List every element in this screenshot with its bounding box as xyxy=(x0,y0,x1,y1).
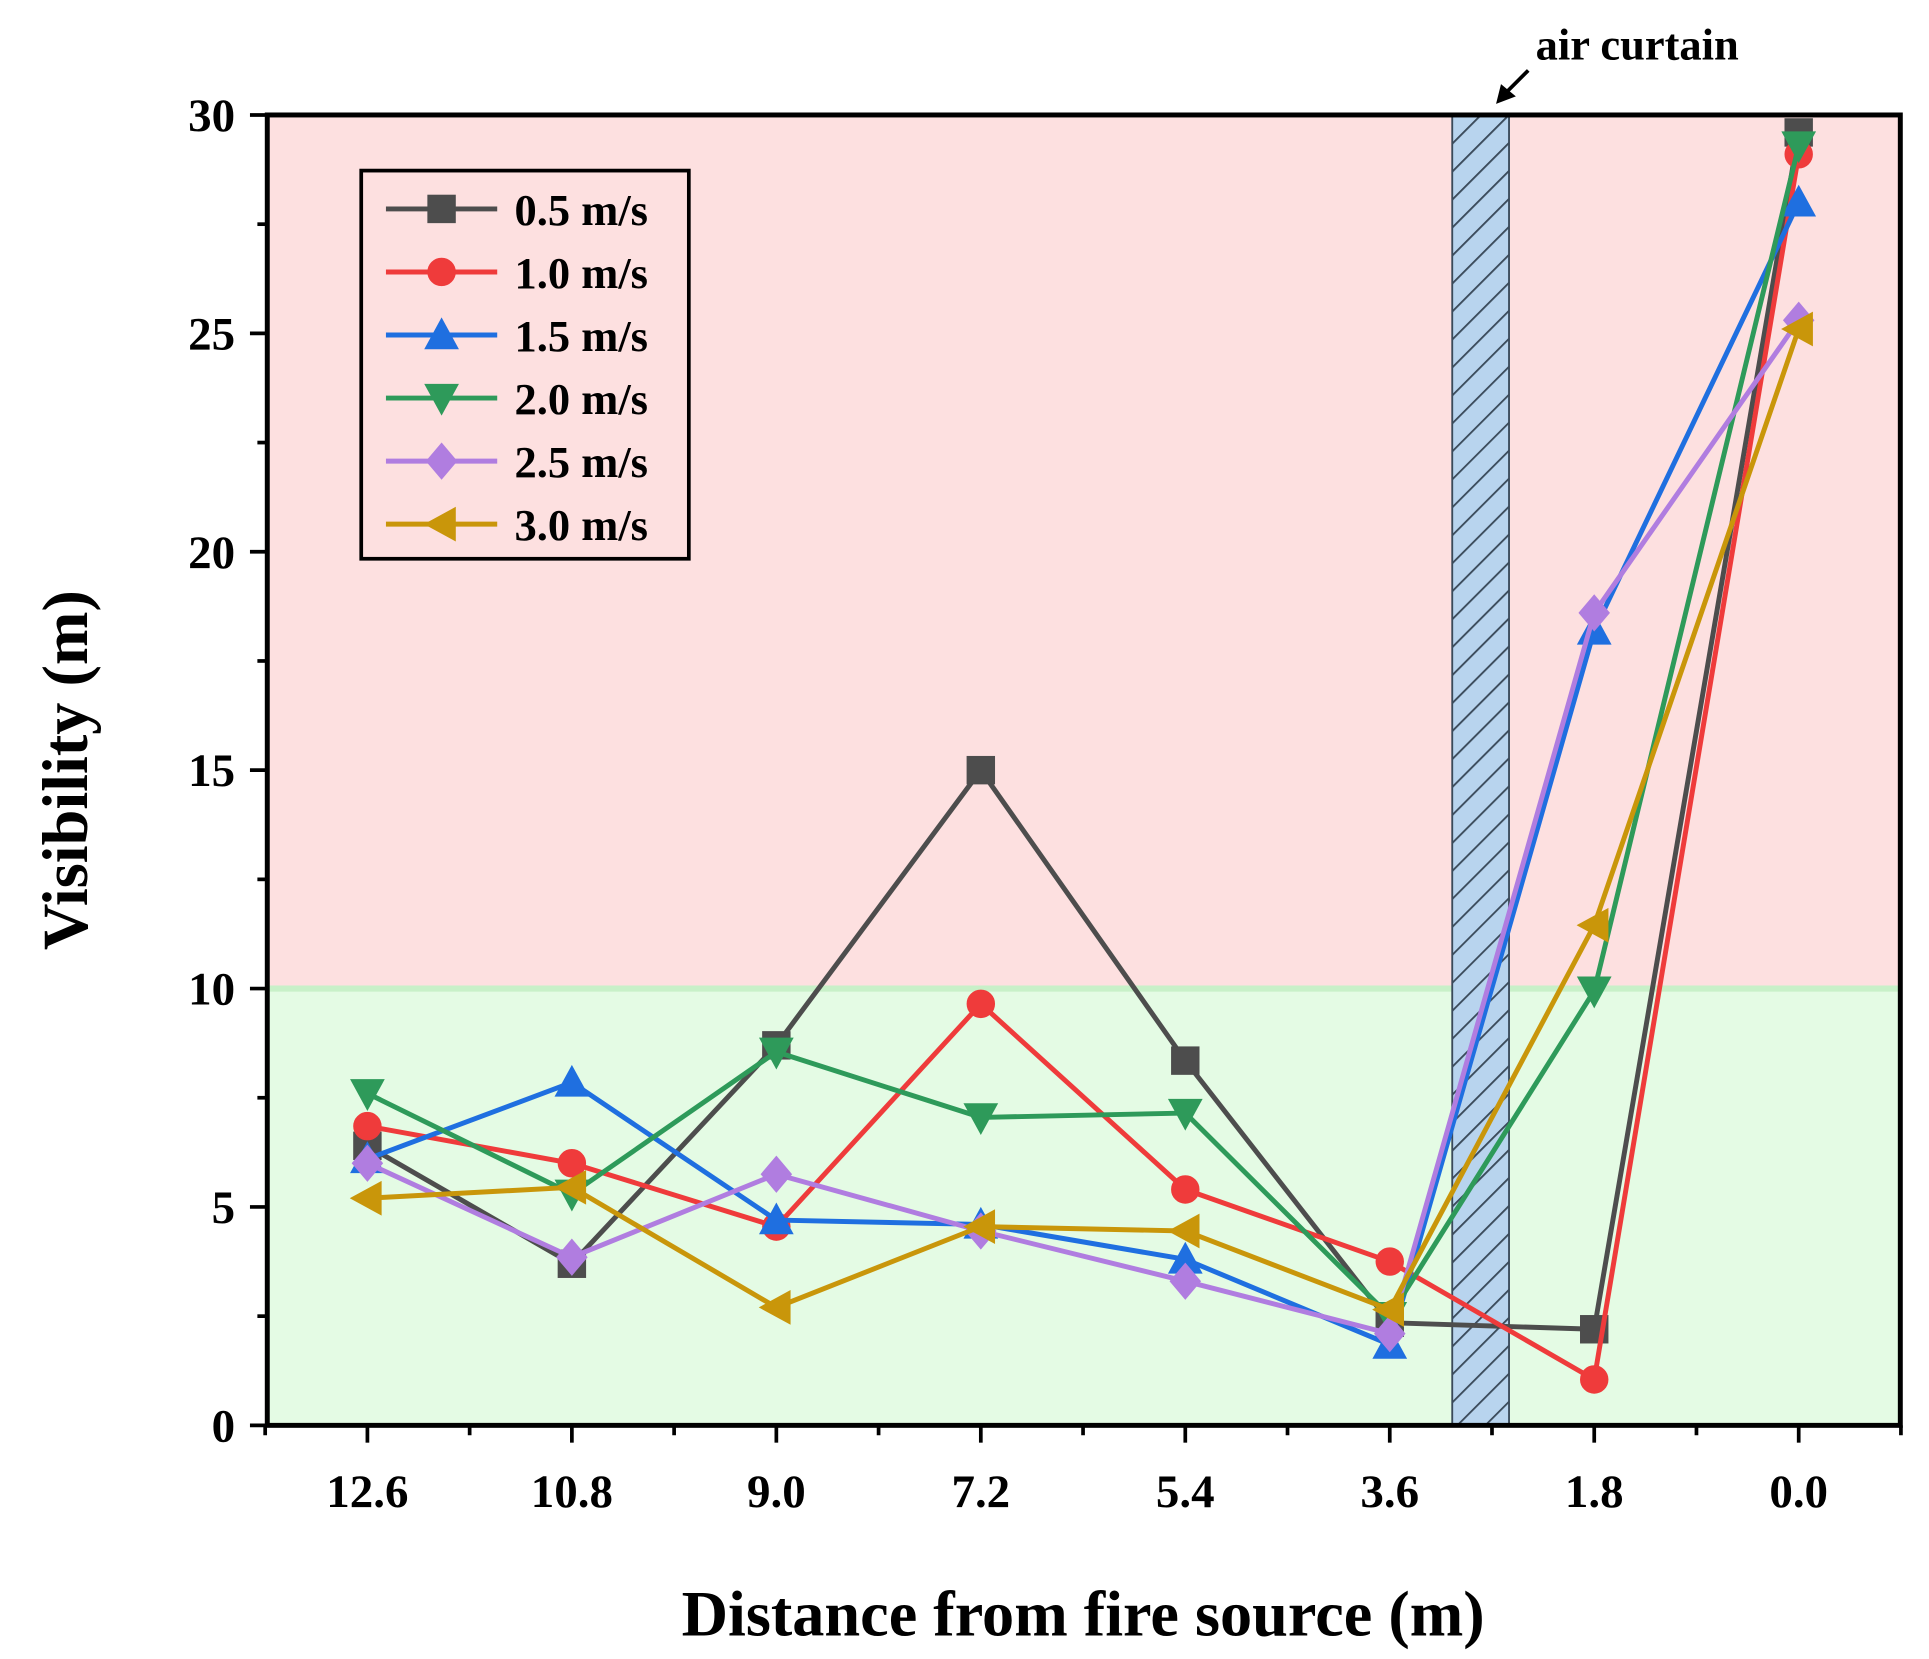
data-point xyxy=(350,1079,385,1111)
background-region-0 xyxy=(267,114,1901,989)
x-tick-label: 1.8 xyxy=(1565,1466,1624,1518)
series-line xyxy=(366,318,1801,1337)
x-tick-label: 7.2 xyxy=(951,1466,1010,1518)
legend-label: 2.5 m/s xyxy=(515,437,649,487)
data-point xyxy=(1781,131,1817,164)
legend-item: 3.0 m/s xyxy=(385,500,649,550)
data-point xyxy=(1372,1292,1404,1327)
data-point xyxy=(1373,1314,1406,1353)
air-curtain-arrowhead xyxy=(1496,84,1516,104)
legend-label: 2.0 m/s xyxy=(515,374,649,424)
data-point xyxy=(1580,1365,1609,1394)
x-tick-label: 5.4 xyxy=(1156,1466,1215,1518)
data-point xyxy=(966,989,996,1019)
legend-label: 3.0 m/s xyxy=(515,500,649,550)
data-point xyxy=(1781,184,1817,217)
y-tick-label: 15 xyxy=(188,745,235,797)
legend-item: 1.5 m/s xyxy=(385,311,649,361)
data-point xyxy=(351,1144,384,1182)
x-tick-label: 10.8 xyxy=(531,1466,613,1518)
x-tick-label: 0.0 xyxy=(1769,1466,1828,1518)
data-point xyxy=(554,1064,590,1097)
series-line xyxy=(366,144,1802,1319)
legend-marker xyxy=(425,442,458,480)
y-tick-label: 20 xyxy=(188,527,235,579)
background-region-1 xyxy=(267,988,1901,1426)
legend-marker xyxy=(424,383,459,416)
air-curtain-label: air curtain xyxy=(1536,19,1739,69)
series-line xyxy=(367,328,1802,1313)
data-point xyxy=(1781,311,1813,347)
data-point xyxy=(1578,594,1610,632)
y-tick-label: 0 xyxy=(212,1400,235,1452)
legend-box xyxy=(359,168,691,561)
data-point xyxy=(758,1290,791,1325)
data-point xyxy=(1375,1247,1404,1276)
air-curtain-hatch xyxy=(1451,114,1510,1427)
data-point xyxy=(1171,1175,1200,1204)
series-line xyxy=(366,132,1802,1332)
data-point xyxy=(1169,1262,1202,1300)
data-point xyxy=(1576,976,1612,1009)
y-tick-label: 10 xyxy=(188,964,235,1016)
data-point xyxy=(554,1169,587,1205)
legend-marker xyxy=(424,317,459,350)
legend-item: 2.0 m/s xyxy=(385,374,649,424)
x-tick-label: 9.0 xyxy=(747,1466,806,1518)
data-point xyxy=(758,1037,794,1070)
data-point xyxy=(1167,1098,1203,1131)
data-point xyxy=(963,1103,999,1136)
data-point xyxy=(353,1111,382,1141)
y-tick-label: 5 xyxy=(212,1182,235,1234)
data-point xyxy=(963,1209,996,1244)
y-tick-label: 30 xyxy=(188,90,235,142)
series-line xyxy=(366,153,1802,1382)
series-3-0-m-s xyxy=(349,311,1813,1327)
series-line xyxy=(366,201,1801,1348)
legend-item: 0.5 m/s xyxy=(385,185,649,235)
legend-item: 1.0 m/s xyxy=(385,248,649,298)
data-point xyxy=(349,1180,382,1216)
data-point xyxy=(966,755,996,785)
data-point xyxy=(760,1155,793,1193)
legend-label: 1.0 m/s xyxy=(515,248,649,298)
data-point xyxy=(556,1238,588,1276)
legend-label: 0.5 m/s xyxy=(515,185,649,235)
data-point xyxy=(758,1202,794,1235)
data-point xyxy=(557,1149,587,1178)
data-point xyxy=(1171,1046,1200,1075)
data-point xyxy=(1167,1213,1200,1249)
legend-item: 2.5 m/s xyxy=(385,437,649,487)
y-tick-label: 25 xyxy=(188,308,235,360)
legend-label: 1.5 m/s xyxy=(515,311,649,361)
legend-marker xyxy=(423,506,456,542)
legend-marker xyxy=(427,257,456,287)
legend-marker xyxy=(427,194,456,224)
y-axis-label: Visibility (m) xyxy=(30,590,101,950)
x-tick-label: 12.6 xyxy=(326,1466,408,1518)
data-point xyxy=(1576,907,1609,943)
x-axis-label: Distance from fire source (m) xyxy=(682,1579,1485,1650)
x-tick-label: 3.6 xyxy=(1360,1466,1419,1518)
